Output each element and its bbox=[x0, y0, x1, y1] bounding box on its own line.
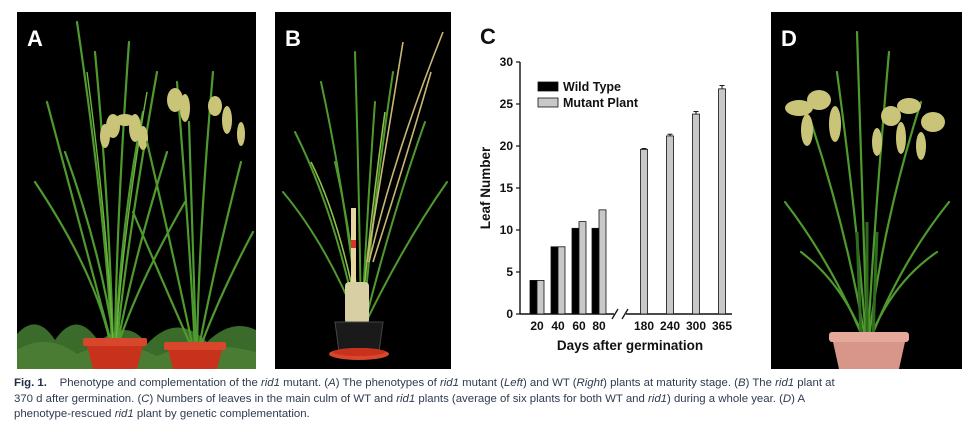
panel-a-photo: A bbox=[17, 12, 256, 369]
bar-mutant-plant bbox=[536, 279, 545, 315]
y-tick-label: 25 bbox=[500, 97, 514, 111]
caption-line-1: Fig. 1. Phenotype and complementation of… bbox=[14, 377, 835, 389]
right-red-pot bbox=[164, 342, 226, 369]
axis-break-mark bbox=[621, 308, 629, 320]
right-plant-leaves bbox=[131, 70, 255, 350]
panel-label: C bbox=[480, 24, 496, 49]
bar-wild-type bbox=[571, 227, 580, 315]
legend-swatch bbox=[537, 81, 559, 92]
stem-base bbox=[345, 282, 369, 324]
legend-swatch bbox=[537, 97, 559, 108]
x-tick-label: 40 bbox=[551, 319, 565, 333]
x-tick-label: 300 bbox=[686, 319, 706, 333]
figure-number: Fig. 1. bbox=[14, 377, 47, 389]
chart-ticks: 0 5 10 15 20 25 30 20 40 60 80 180 240 300 365 bbox=[500, 55, 733, 333]
x-tick-label: 365 bbox=[712, 319, 732, 333]
y-tick-label: 15 bbox=[500, 181, 514, 195]
legend-label: Mutant Plant bbox=[563, 96, 639, 110]
bar-wild-type bbox=[591, 227, 600, 315]
bamboo-stake bbox=[351, 208, 356, 326]
x-tick-label: 240 bbox=[660, 319, 680, 333]
rescued-plant-illustration bbox=[771, 12, 962, 369]
bar-mutant-plant bbox=[640, 148, 648, 315]
panel-label: D bbox=[781, 26, 797, 51]
x-tick-label: 20 bbox=[530, 319, 544, 333]
chart-bars bbox=[529, 85, 726, 315]
bar-mutant-plant bbox=[666, 135, 674, 315]
rice-plants-illustration bbox=[17, 12, 256, 369]
bar-wild-type bbox=[550, 246, 559, 315]
dry-leaves bbox=[366, 31, 444, 263]
panel-c-chart: 0 5 10 15 20 25 30 20 40 60 80 180 240 300 365 Wild Ty… bbox=[476, 12, 746, 369]
panel-b-photo: B bbox=[275, 12, 451, 369]
left-red-pot bbox=[83, 338, 147, 369]
y-tick-label: 20 bbox=[500, 139, 514, 153]
bar-mutant-plant bbox=[692, 113, 700, 315]
chart-legend: Wild Type Mutant Plant bbox=[537, 80, 639, 110]
left-plant-highlights bbox=[86, 71, 148, 343]
rid1-plant-illustration bbox=[275, 12, 451, 369]
panel-label: B bbox=[285, 26, 301, 51]
rescued-panicles bbox=[785, 90, 945, 160]
legend-label: Wild Type bbox=[563, 80, 621, 94]
y-axis-title: Leaf Number bbox=[478, 146, 493, 229]
axis-break-mark bbox=[611, 308, 619, 320]
right-panicles bbox=[167, 88, 245, 146]
caption-line-3: phenotype-rescued rid1 plant by genetic … bbox=[14, 408, 310, 420]
y-tick-label: 10 bbox=[500, 223, 514, 237]
y-tick-label: 0 bbox=[506, 307, 513, 321]
caption-line-2: 370 d after germination. (C) Numbers of … bbox=[14, 392, 806, 405]
x-axis-title: Days after germination bbox=[557, 338, 703, 353]
bar-mutant-plant bbox=[557, 246, 566, 315]
stake-tag bbox=[351, 240, 356, 248]
bar-wild-type bbox=[529, 279, 538, 315]
bar-mutant-plant bbox=[718, 88, 726, 315]
left-panicles bbox=[100, 114, 148, 150]
y-tick-label: 5 bbox=[506, 265, 513, 279]
bar-mutant-plant bbox=[578, 221, 587, 315]
panel-d-photo: D bbox=[771, 12, 962, 369]
x-tick-label: 60 bbox=[572, 319, 586, 333]
panel-label: A bbox=[27, 26, 43, 51]
figure-caption: Fig. 1. Phenotype and complementation of… bbox=[14, 376, 962, 423]
clay-pot bbox=[829, 332, 909, 369]
black-pot bbox=[329, 321, 389, 360]
x-tick-label: 80 bbox=[592, 319, 606, 333]
leaf-number-bar-chart: 0 5 10 15 20 25 30 20 40 60 80 180 240 300 365 Wild Ty… bbox=[478, 55, 733, 353]
rescued-plant-stems bbox=[855, 222, 879, 339]
x-tick-label: 180 bbox=[634, 319, 654, 333]
y-tick-label: 30 bbox=[500, 55, 514, 69]
bar-mutant-plant bbox=[598, 209, 607, 315]
